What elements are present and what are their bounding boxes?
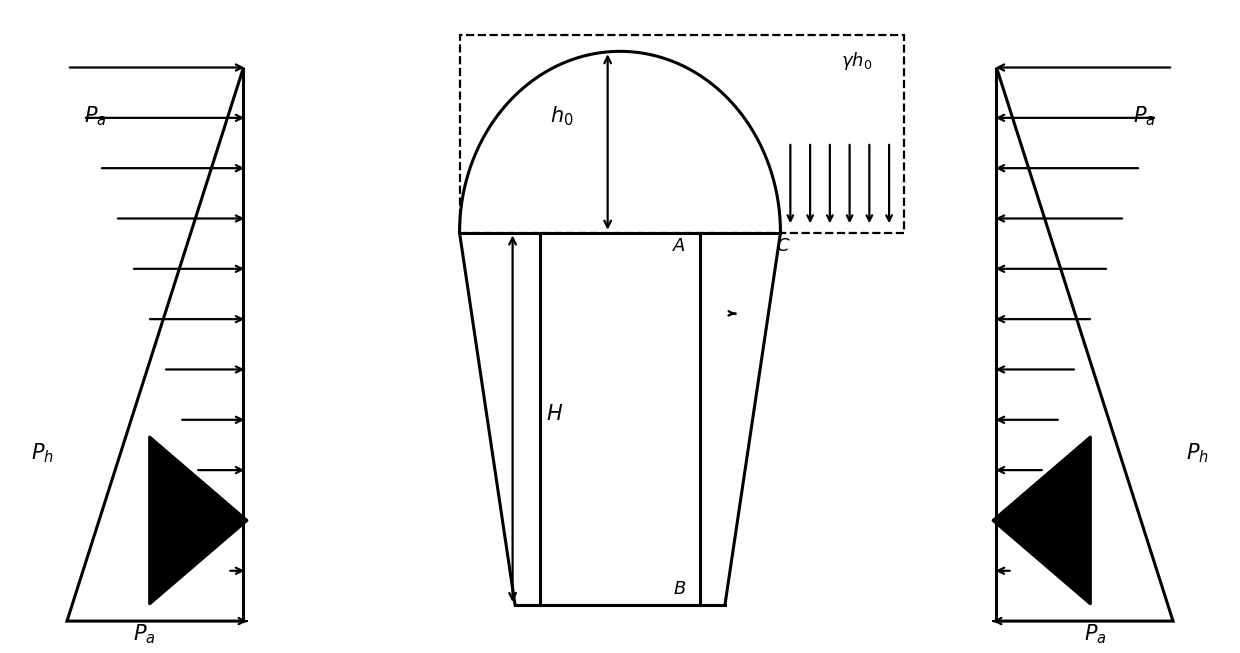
Text: $B$: $B$ <box>672 580 686 597</box>
Text: $P_a$: $P_a$ <box>84 104 107 128</box>
Text: $P_a$: $P_a$ <box>1133 104 1156 128</box>
Text: $\gamma h_0$: $\gamma h_0$ <box>842 50 873 72</box>
Text: $P_a$: $P_a$ <box>1084 622 1106 646</box>
Text: $P_h$: $P_h$ <box>31 441 53 464</box>
Text: $P_a$: $P_a$ <box>134 622 156 646</box>
Text: $h_0$: $h_0$ <box>551 104 574 128</box>
Text: $A$: $A$ <box>672 236 686 255</box>
Text: $H$: $H$ <box>546 404 563 424</box>
Text: $C$: $C$ <box>776 236 790 255</box>
Text: $P_h$: $P_h$ <box>1187 441 1209 464</box>
